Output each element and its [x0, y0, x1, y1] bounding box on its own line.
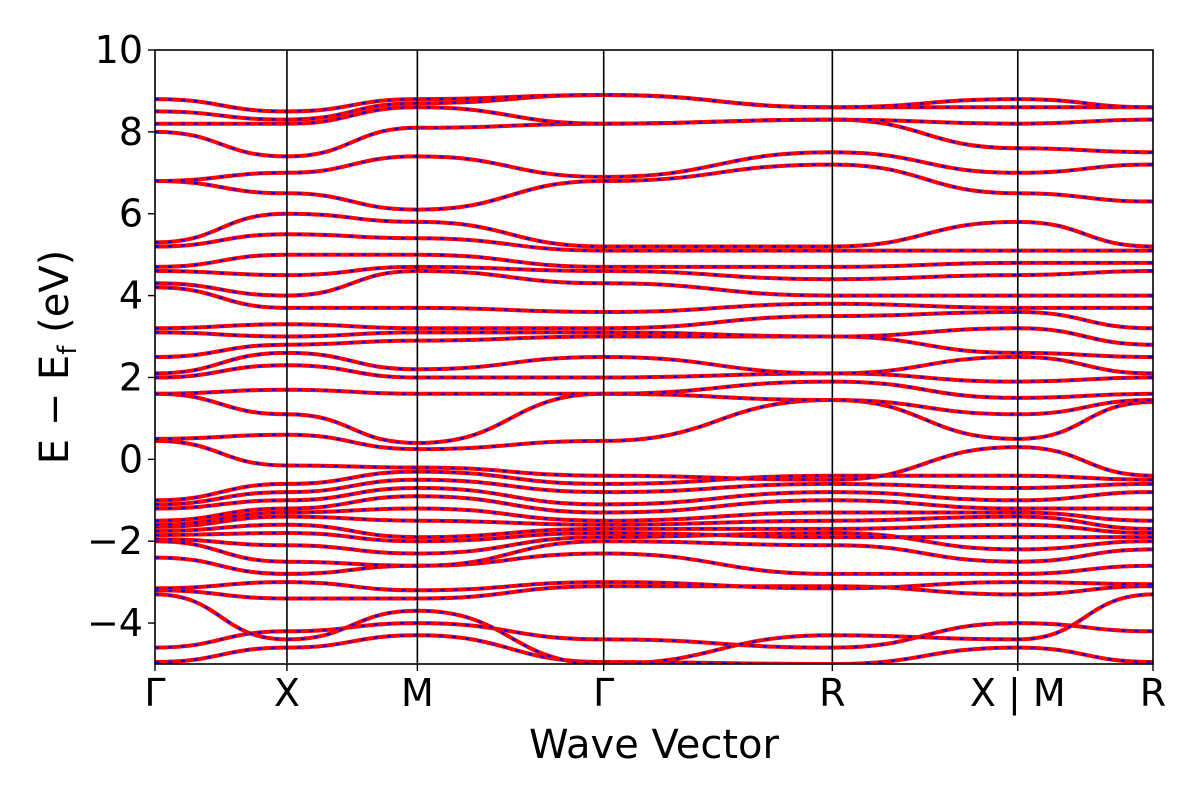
band-line-blue-dashed — [155, 621, 1153, 649]
x-tick-label: R — [819, 671, 845, 715]
band-line-blue-dashed — [155, 507, 1153, 526]
y-tick-label: 4 — [119, 274, 143, 318]
band-line-blue-dashed — [155, 93, 1153, 113]
x-tick-label: X — [274, 671, 300, 715]
band-line-blue-dashed — [155, 495, 1153, 522]
y-axis-label: E − Ef (eV) — [32, 250, 83, 465]
band-line-blue-dashed — [155, 478, 1153, 506]
band-line-red — [155, 285, 1153, 315]
band-line-red — [155, 584, 1153, 601]
y-axis-label-unit: (eV) — [32, 250, 78, 346]
plot-frame — [154, 49, 1154, 665]
band-line-blue-dashed — [155, 398, 1153, 451]
band-line-blue-dashed — [155, 439, 1153, 481]
x-tick-label: Γ — [593, 671, 614, 715]
band-line-red — [155, 592, 1153, 664]
y-axis-ticks: −4 −2 0 2 4 6 8 10 — [87, 28, 155, 645]
band-line-blue-dashed — [155, 118, 1153, 158]
bands-layer — [155, 92, 1153, 664]
x-tick-label: Γ — [144, 671, 165, 715]
band-line-blue-dashed — [155, 552, 1153, 576]
y-tick-label: 8 — [119, 110, 143, 154]
band-line-blue-dashed — [155, 335, 1153, 359]
x-tick-label: R — [1140, 671, 1166, 715]
band-line-blue-dashed — [155, 269, 1153, 297]
y-tick-label: 10 — [95, 28, 143, 72]
band-line-red — [155, 310, 1153, 331]
kpoint-lines — [286, 50, 1019, 664]
band-line-red — [155, 350, 1153, 376]
band-line-red — [155, 211, 1153, 249]
band-line-blue-dashed — [155, 163, 1153, 211]
y-axis-label-sub: f — [53, 345, 83, 355]
band-line-blue-dashed — [155, 540, 1153, 567]
band-line-blue-dashed — [155, 253, 1153, 268]
band-line-blue-dashed — [155, 212, 1153, 248]
band-line-blue-dashed — [155, 392, 1153, 445]
band-line-blue-dashed — [155, 351, 1153, 375]
band-line-red — [155, 621, 1153, 650]
y-tick-label: 6 — [119, 192, 143, 236]
band-line-blue-dashed — [155, 233, 1153, 252]
band-line-blue-dashed — [155, 470, 1153, 502]
x-axis-label: Wave Vector — [529, 722, 780, 768]
y-tick-label: 0 — [119, 437, 143, 481]
band-line-blue-dashed — [155, 364, 1153, 383]
band-line-blue-dashed — [155, 286, 1153, 314]
y-tick-label: −2 — [87, 519, 143, 563]
y-tick-label: −4 — [87, 601, 143, 645]
band-line-red — [155, 397, 1153, 452]
band-line-red — [155, 363, 1153, 384]
x-tick-label: M — [401, 671, 434, 715]
x-tick-label: X | M — [970, 671, 1066, 716]
x-axis-ticks: Γ X M Γ R X | M R — [144, 664, 1166, 716]
band-line-blue-dashed — [155, 634, 1153, 664]
band-line-red — [155, 252, 1153, 269]
y-axis-label-main: E − E — [32, 355, 78, 465]
y-tick-label: 2 — [119, 355, 143, 399]
